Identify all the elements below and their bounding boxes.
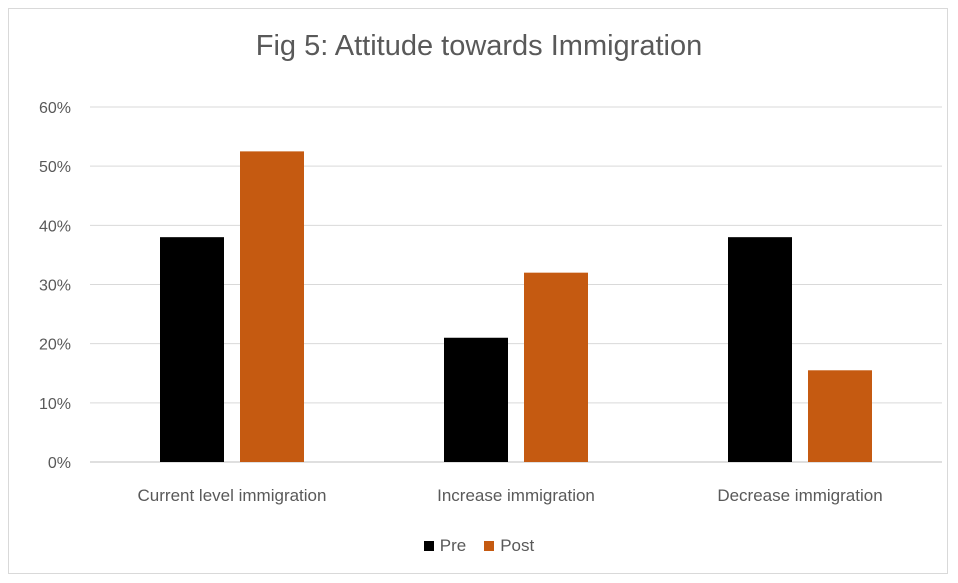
bar-pre-1 [444,337,508,462]
x-category-label: Decrease immigration [717,486,882,505]
y-tick-label: 50% [39,159,71,176]
chart-title: Fig 5: Attitude towards Immigration [255,30,703,62]
bar-pre-2 [728,237,792,462]
y-tick-label: 40% [39,218,71,235]
y-tick-label: 60% [39,100,71,117]
legend-label-post: Post [500,536,535,555]
y-tick-label: 20% [39,337,71,354]
x-category-label: Increase immigration [437,486,595,505]
legend: Pre Post [0,536,958,556]
legend-swatch-pre [423,541,434,551]
y-tick-label: 30% [39,278,71,295]
legend-label-pre: Pre [439,536,467,555]
legend-swatch-post [484,541,495,551]
bar-post-2 [808,370,872,462]
y-tick-label: 10% [39,396,71,413]
y-tick-label: 0% [48,455,71,472]
x-category-label: Current level immigration [138,486,327,505]
legend-item-post: Post [484,536,534,556]
legend-item-pre: Pre [423,536,467,556]
bar-post-0 [240,151,304,462]
bar-post-1 [524,272,588,462]
bar-pre-0 [160,237,224,462]
